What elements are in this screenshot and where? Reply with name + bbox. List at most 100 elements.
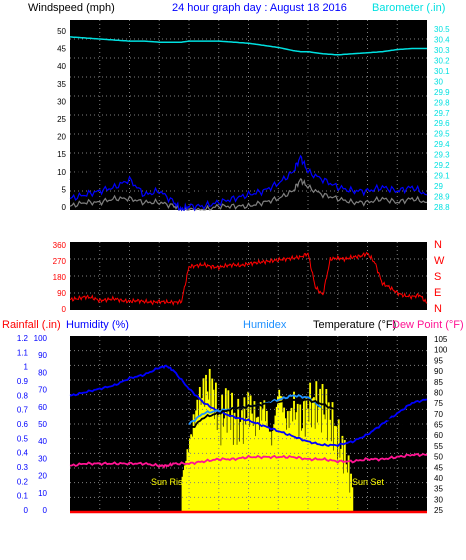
solar-bar [181,476,184,512]
x-tick-label: 6 PM [328,518,347,527]
wind-gust-line [69,111,428,205]
chart-title: 24 hour graph day : August 18 2016 [172,2,347,14]
y-tick-label: 35 [434,485,443,494]
y-tick-label: 20 [38,472,47,481]
solar-bar [206,391,209,512]
solar-bar [293,391,295,512]
y-tick-label: 0 [62,305,67,314]
solar-bar [269,431,272,512]
y-tick-label: 29.7 [434,109,450,118]
solar-bar [275,406,278,512]
y-tick-label: 270 [53,257,67,266]
solar-bar [316,422,319,512]
y-tick-label: 0.3 [17,463,29,472]
solar-bar [331,402,334,512]
solar-bar [347,455,350,512]
y-tick-label: 29.6 [434,119,450,128]
y-tick-label: 100 [34,334,48,343]
solar-bar [348,492,351,512]
solar-bar [283,407,286,512]
solar-bar [229,430,232,512]
solar-bar [280,396,283,512]
solar-bar [184,465,186,512]
solar-bar [270,445,273,512]
x-tick-label: 8 PM [358,214,377,223]
solar-bar [329,419,331,512]
solar-bar [274,415,277,512]
solar-bar [220,445,222,512]
solar-bar [350,473,352,512]
y-tick-label: 5 [62,185,67,194]
solar-bar [264,421,267,512]
solar-bar [215,382,217,512]
solar-bar [254,436,257,512]
y-tick-label: 40 [434,474,443,483]
y-tick-label: 1.2 [17,334,29,343]
solar-bar [187,452,190,512]
solar-bar [341,435,344,512]
y-tick-label: 90 [434,367,443,376]
y-tick-label: 10 [38,489,47,498]
solar-bar [308,421,310,512]
solar-bar [232,444,235,512]
y-tick-label: 0 [62,203,67,212]
y-tick-label: 1 [24,363,29,372]
y-tick-label: 30.5 [434,25,450,34]
solar-bar [185,460,188,512]
solar-bar [327,402,330,512]
solar-bar [265,410,268,512]
solar-bar [321,384,324,512]
y-tick-label: 40 [38,437,47,446]
humidity-axis-label: Humidity (%) [66,319,129,331]
x-tick-label: 4 AM [120,518,139,527]
solar-bar [202,378,205,512]
solar-bar [191,436,194,512]
y-tick-label: 29 [434,182,443,191]
solar-bar [310,427,313,512]
solar-bar [294,419,297,512]
solar-bar [255,417,258,512]
solar-bar [247,391,250,512]
solar-bar [320,432,323,512]
y-tick-label: 85 [434,378,443,387]
solar-bar [201,398,204,512]
solar-bar [267,426,269,512]
x-tick-label: 10 AM [207,518,230,527]
solar-bar [189,438,191,512]
solar-bar [208,368,211,512]
barometer-axis-label: Barometer (.in) [372,2,445,14]
y-tick-label: 0.1 [17,492,29,501]
solar-bar [226,432,229,512]
solar-bar [351,487,354,512]
solar-bar [246,418,248,512]
y-tick-label: 0 [24,506,29,515]
rainfall-axis-label: Rainfall (.in) [2,319,61,331]
x-tick-label: 2 PM [269,214,288,223]
y-tick-label: 65 [434,421,443,430]
y-tick-label: 180 [53,273,67,282]
y-tick-label: 60 [434,431,443,440]
y-tick-label: 29.1 [434,172,450,181]
wind-lull-line [69,178,427,212]
y-tick-label: 29.8 [434,98,450,107]
y-tick-label: 20 [57,133,66,142]
solar-bar [241,410,243,512]
dewpoint-line [69,453,428,469]
solar-bar [289,410,292,512]
solar-bar [234,417,237,512]
y-tick-label: 40 [57,62,66,71]
solar-bar [290,407,293,512]
solar-bar [205,374,207,512]
y-tick-label: 1.1 [17,348,29,357]
humidex-axis-label: Humidex [243,319,287,331]
solar-bar [322,414,325,512]
y-tick-label: 30 [57,97,66,106]
x-tick-label: 6 AM [150,214,169,223]
y-tick-label: N [434,303,442,315]
solar-bar [244,424,247,512]
solar-bar [217,415,220,512]
humidity-y-ticks: 0 10 20 30 40 50 60 70 80 90 100 [34,334,48,515]
solar-bar [216,430,219,512]
solar-bar [262,408,264,512]
